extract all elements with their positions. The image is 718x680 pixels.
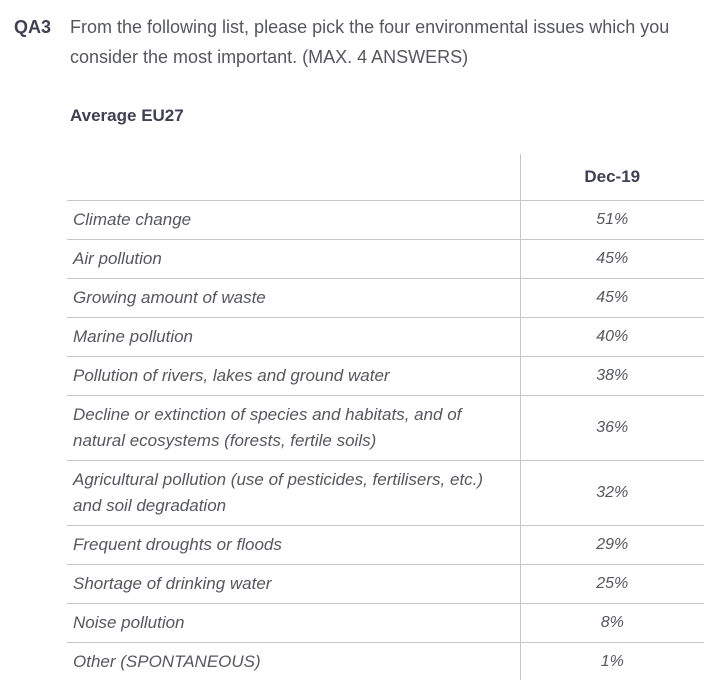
- question-block: QA3 From the following list, please pick…: [14, 12, 704, 72]
- header-row: Dec-19: [67, 154, 704, 201]
- issue-value: 1%: [519, 642, 704, 680]
- empty-header-cell: [67, 154, 520, 201]
- issue-value: 36%: [519, 395, 704, 461]
- issue-label: Pollution of rivers, lakes and ground wa…: [67, 356, 520, 396]
- issue-value: 32%: [519, 460, 704, 526]
- issue-label: Decline or extinction of species and hab…: [67, 395, 520, 461]
- issue-label: Marine pollution: [67, 317, 520, 357]
- results-table: Dec-19 Climate change 51% Air pollution …: [67, 154, 704, 680]
- table-row: Other (SPONTANEOUS) 1%: [67, 642, 704, 680]
- issue-label: Shortage of drinking water: [67, 564, 520, 604]
- issue-label: Climate change: [67, 200, 520, 240]
- issue-value: 45%: [519, 278, 704, 318]
- issue-label: Growing amount of waste: [67, 278, 520, 318]
- question-code: QA3: [14, 17, 52, 37]
- table-row: Air pollution 45%: [67, 239, 704, 279]
- issue-value: 51%: [519, 200, 704, 240]
- question-text: From the following list, please pick the…: [70, 17, 670, 67]
- table-row: Marine pollution 40%: [67, 317, 704, 357]
- issue-label: Frequent droughts or floods: [67, 525, 520, 565]
- table-row: Decline or extinction of species and hab…: [67, 395, 704, 461]
- issue-value: 40%: [519, 317, 704, 357]
- issue-value: 45%: [519, 239, 704, 279]
- table-row: Noise pollution 8%: [67, 603, 704, 643]
- table-row: Shortage of drinking water 25%: [67, 564, 704, 604]
- table-row: Agricultural pollution (use of pesticide…: [67, 460, 704, 526]
- issue-value: 8%: [519, 603, 704, 643]
- issue-value: 25%: [519, 564, 704, 604]
- issue-value: 29%: [519, 525, 704, 565]
- issue-value: 38%: [519, 356, 704, 396]
- table-subtitle: Average EU27: [70, 106, 184, 125]
- issue-label: Agricultural pollution (use of pesticide…: [67, 460, 520, 526]
- issue-label: Other (SPONTANEOUS): [67, 642, 520, 680]
- column-header-dec19: Dec-19: [519, 154, 704, 201]
- issue-label: Air pollution: [67, 239, 520, 279]
- issue-label: Noise pollution: [67, 603, 520, 643]
- table-row: Climate change 51%: [67, 200, 704, 240]
- table-row: Pollution of rivers, lakes and ground wa…: [67, 356, 704, 396]
- table-row: Growing amount of waste 45%: [67, 278, 704, 318]
- table-row: Frequent droughts or floods 29%: [67, 525, 704, 565]
